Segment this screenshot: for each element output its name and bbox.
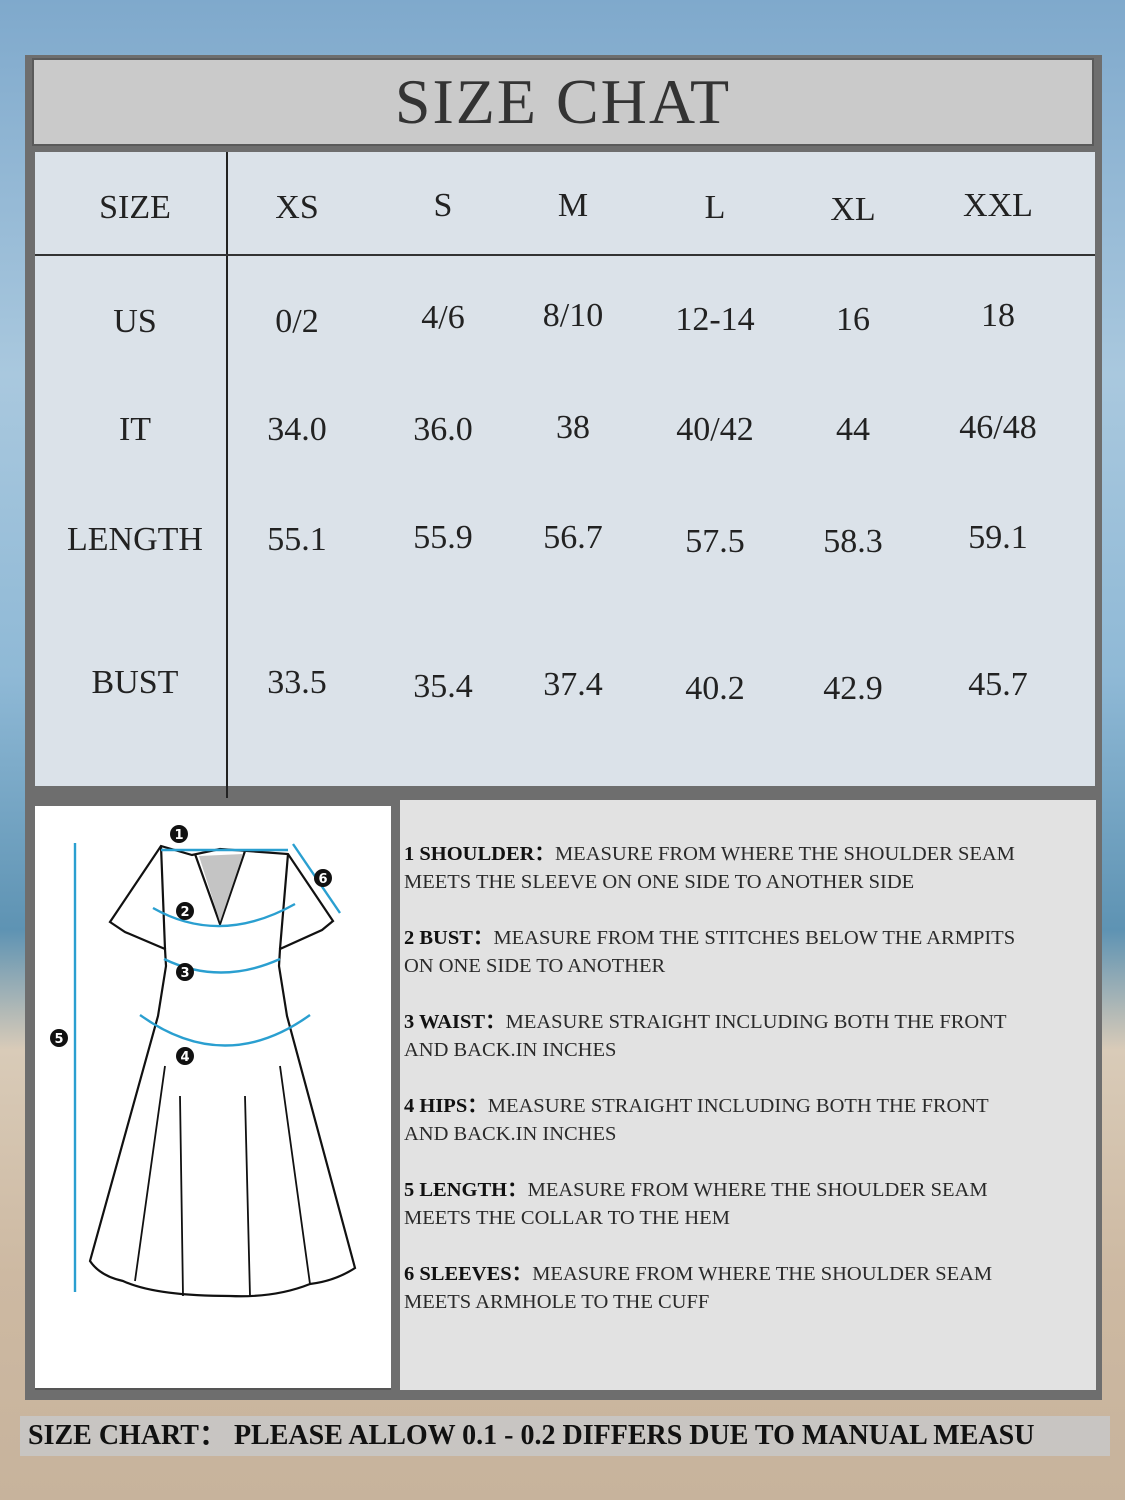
row-label: BUST	[91, 664, 179, 701]
measurement-instructions: 1 SHOULDER：MEASURE FROM WHERE THE SHOULD…	[400, 800, 1096, 1390]
size-header: XL	[830, 191, 876, 228]
table-cell: 57.5	[685, 523, 745, 560]
table-cell: 44	[836, 411, 870, 448]
instruction-item: 4 HIPS：MEASURE STRAIGHT INCLUDING BOTH T…	[404, 1092, 989, 1148]
marker-label: 1	[174, 828, 183, 843]
table-cell: 16	[836, 301, 870, 338]
instruction-item: 6 SLEEVES：MEASURE FROM WHERE THE SHOULDE…	[404, 1260, 992, 1316]
table-cell: 37.4	[543, 666, 603, 703]
table-cell: 34.0	[267, 411, 327, 448]
instruction-item: 3 WAIST：MEASURE STRAIGHT INCLUDING BOTH …	[404, 1008, 1007, 1064]
marker-label: 2	[180, 905, 189, 920]
instruction-label: 3 WAIST：	[404, 1011, 506, 1033]
instruction-text: MEASURE STRAIGHT INCLUDING BOTH THE FRON…	[487, 1095, 989, 1117]
instruction-text: MEASURE FROM WHERE THE SHOULDER SEAM	[527, 1179, 988, 1201]
table-cell: 56.7	[543, 519, 603, 556]
size-header: S	[433, 187, 453, 224]
instruction-item: 2 BUST：MEASURE FROM THE STITCHES BELOW T…	[404, 924, 1015, 980]
table-cell: 59.1	[968, 519, 1028, 556]
marker-3-icon	[176, 963, 194, 981]
instruction-item: 1 SHOULDER：MEASURE FROM WHERE THE SHOULD…	[404, 840, 1015, 896]
footer-note: SIZE CHART： PLEASE ALLOW 0.1 - 0.2 DIFFE…	[20, 1416, 1110, 1456]
instruction-text: MEASURE FROM WHERE THE SHOULDER SEAM	[532, 1263, 993, 1285]
instruction-text: AND BACK.IN INCHES	[404, 1039, 617, 1061]
instruction-label: 5 LENGTH：	[404, 1179, 528, 1201]
size-header: XS	[275, 189, 319, 226]
row-label: US	[113, 303, 157, 340]
table-cell: 58.3	[823, 523, 883, 560]
title-bar: SIZE CHAT	[32, 58, 1094, 146]
instruction-label: 1 SHOULDER：	[404, 843, 555, 865]
table-cell: 46/48	[959, 409, 1037, 446]
table-cell: 33.5	[267, 664, 327, 701]
table-cell: 12-14	[675, 301, 755, 338]
instruction-text: AND BACK.IN INCHES	[404, 1123, 617, 1145]
dress-diagram: 1 2 3 4 5 6	[35, 806, 391, 1390]
size-header: L	[704, 189, 726, 226]
marker-6-icon	[314, 869, 332, 887]
table-cell: 18	[981, 297, 1015, 334]
table-cell: 55.1	[267, 521, 327, 558]
size-header: XXL	[963, 187, 1033, 224]
marker-label: 5	[54, 1032, 63, 1047]
instruction-text: MEETS ARMHOLE TO THE CUFF	[404, 1291, 710, 1313]
instruction-text: MEASURE FROM THE STITCHES BELOW THE ARMP…	[493, 927, 1016, 949]
table-cell: 4/6	[421, 299, 465, 336]
table-cell: 38	[556, 409, 590, 446]
table-cell: 45.7	[968, 666, 1028, 703]
table-cell: 40.2	[685, 670, 745, 707]
table-cell: 35.4	[413, 668, 473, 705]
size-header: M	[557, 187, 589, 224]
table-divider-vertical	[226, 152, 228, 798]
instruction-label: 6 SLEEVES：	[404, 1263, 533, 1285]
dress-illustration: 1 2 3 4 5 6	[50, 825, 357, 1298]
marker-label: 4	[180, 1050, 189, 1065]
size-column-label: SIZE	[99, 189, 171, 226]
row-label: IT	[118, 411, 152, 448]
size-table	[35, 152, 1095, 786]
marker-4-icon	[176, 1047, 194, 1065]
instruction-item: 5 LENGTH：MEASURE FROM WHERE THE SHOULDER…	[404, 1176, 988, 1232]
marker-1-icon	[170, 825, 188, 843]
instruction-text: MEETS THE SLEEVE ON ONE SIDE TO ANOTHER …	[404, 871, 915, 893]
table-divider-horizontal	[35, 254, 1095, 256]
marker-2-icon	[176, 902, 194, 920]
row-label: LENGTH	[67, 521, 203, 558]
instruction-text: MEETS THE COLLAR TO THE HEM	[404, 1207, 730, 1229]
table-cell: 0/2	[275, 303, 319, 340]
marker-label: 6	[318, 872, 327, 887]
marker-5-icon	[50, 1029, 68, 1047]
instruction-text: ON ONE SIDE TO ANOTHER	[404, 955, 666, 977]
table-cell: 55.9	[413, 519, 473, 556]
instruction-text: MEASURE STRAIGHT INCLUDING BOTH THE FRON…	[505, 1011, 1007, 1033]
instruction-label: 2 BUST：	[404, 927, 494, 949]
table-cell: 40/42	[676, 411, 754, 448]
table-cell: 36.0	[413, 411, 473, 448]
page-title: SIZE CHAT	[394, 66, 732, 137]
instruction-label: 4 HIPS：	[404, 1095, 488, 1117]
marker-label: 3	[180, 966, 189, 981]
instruction-text: MEASURE FROM WHERE THE SHOULDER SEAM	[554, 843, 1015, 865]
table-cell: 8/10	[542, 297, 604, 334]
table-cell: 42.9	[823, 670, 883, 707]
